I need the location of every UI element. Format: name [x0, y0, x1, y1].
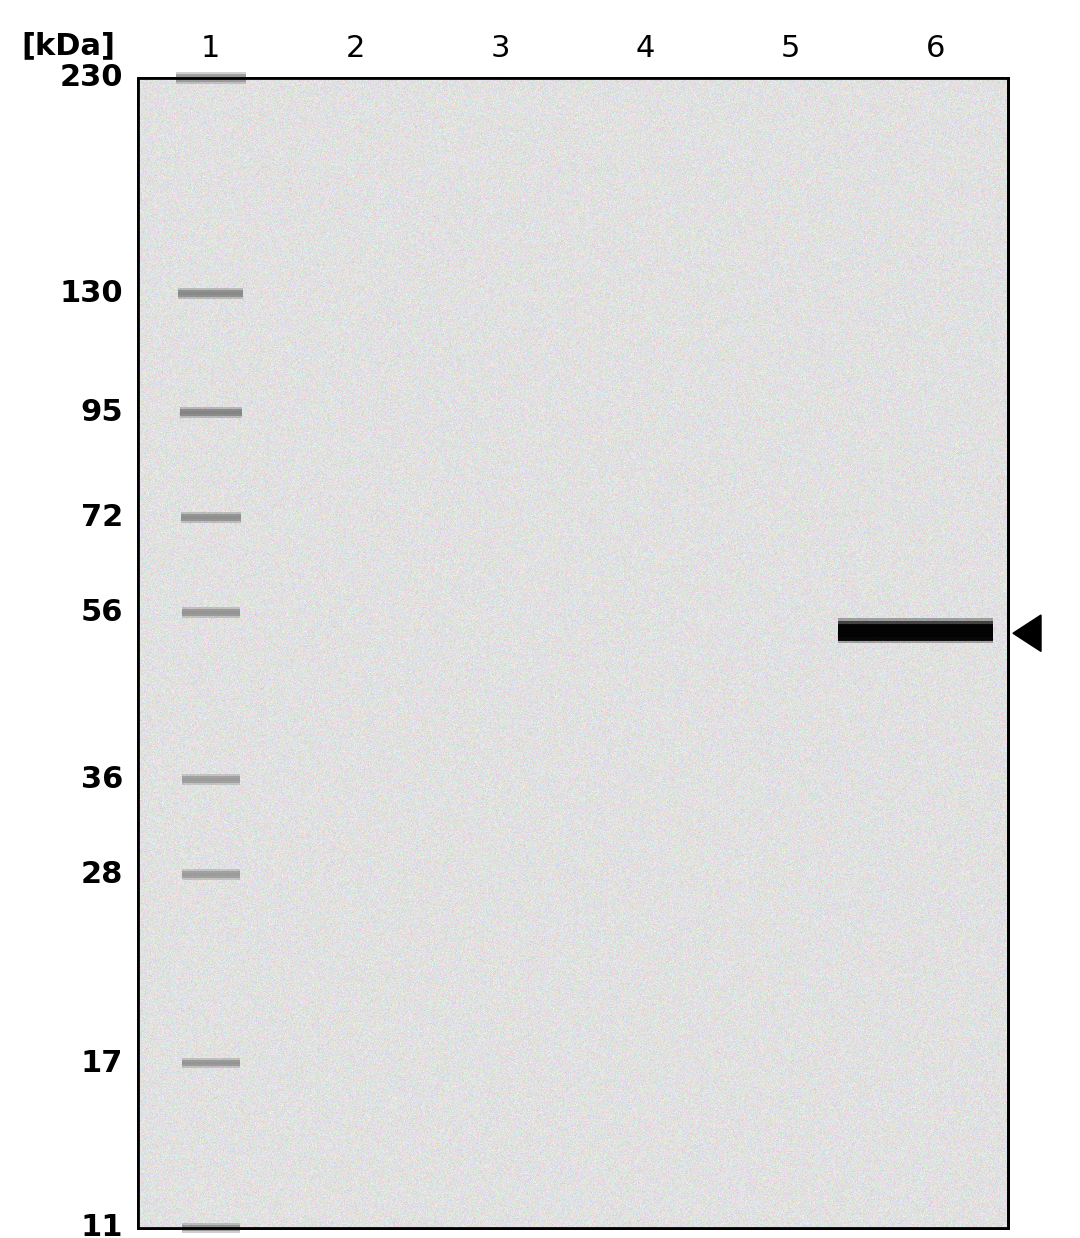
Text: 230: 230: [59, 63, 123, 93]
Bar: [181, 873, 240, 880]
Text: 72: 72: [81, 503, 123, 532]
Text: 6: 6: [926, 33, 945, 63]
Bar: [838, 630, 993, 643]
Bar: [181, 872, 240, 878]
Bar: [181, 776, 240, 782]
Text: 36: 36: [81, 765, 123, 794]
Text: [kDa]: [kDa]: [21, 31, 114, 59]
Bar: [175, 72, 245, 80]
Text: 4: 4: [636, 33, 656, 63]
Bar: [181, 1224, 240, 1231]
Bar: [175, 76, 245, 84]
Bar: [181, 869, 240, 877]
Bar: [138, 78, 1008, 1228]
Text: 5: 5: [781, 33, 800, 63]
Bar: [179, 407, 242, 413]
Bar: [181, 1227, 240, 1233]
Polygon shape: [1013, 615, 1041, 651]
Bar: [178, 288, 243, 296]
Bar: [180, 516, 241, 522]
Text: 130: 130: [59, 280, 123, 308]
Bar: [138, 78, 1008, 1228]
Text: 56: 56: [81, 598, 123, 626]
Bar: [181, 1062, 240, 1068]
Bar: [179, 411, 242, 418]
Bar: [181, 609, 240, 615]
Text: 17: 17: [81, 1049, 123, 1078]
Bar: [181, 1223, 240, 1229]
Text: 2: 2: [346, 33, 365, 63]
Bar: [178, 291, 243, 297]
Bar: [181, 777, 240, 785]
Text: 28: 28: [81, 860, 123, 889]
Bar: [180, 514, 241, 521]
Bar: [838, 625, 993, 641]
Bar: [175, 74, 245, 82]
Text: 11: 11: [81, 1213, 123, 1238]
Text: 95: 95: [80, 397, 123, 427]
Bar: [838, 628, 993, 640]
Bar: [181, 1058, 240, 1065]
Bar: [178, 292, 243, 300]
Bar: [181, 1060, 240, 1066]
Bar: [180, 511, 241, 519]
Text: 1: 1: [201, 33, 220, 63]
Bar: [838, 618, 993, 631]
Bar: [181, 774, 240, 781]
Bar: [838, 621, 993, 634]
Bar: [181, 610, 240, 618]
Bar: [179, 409, 242, 416]
Bar: [838, 624, 993, 636]
Bar: [181, 607, 240, 614]
Text: 3: 3: [490, 33, 510, 63]
